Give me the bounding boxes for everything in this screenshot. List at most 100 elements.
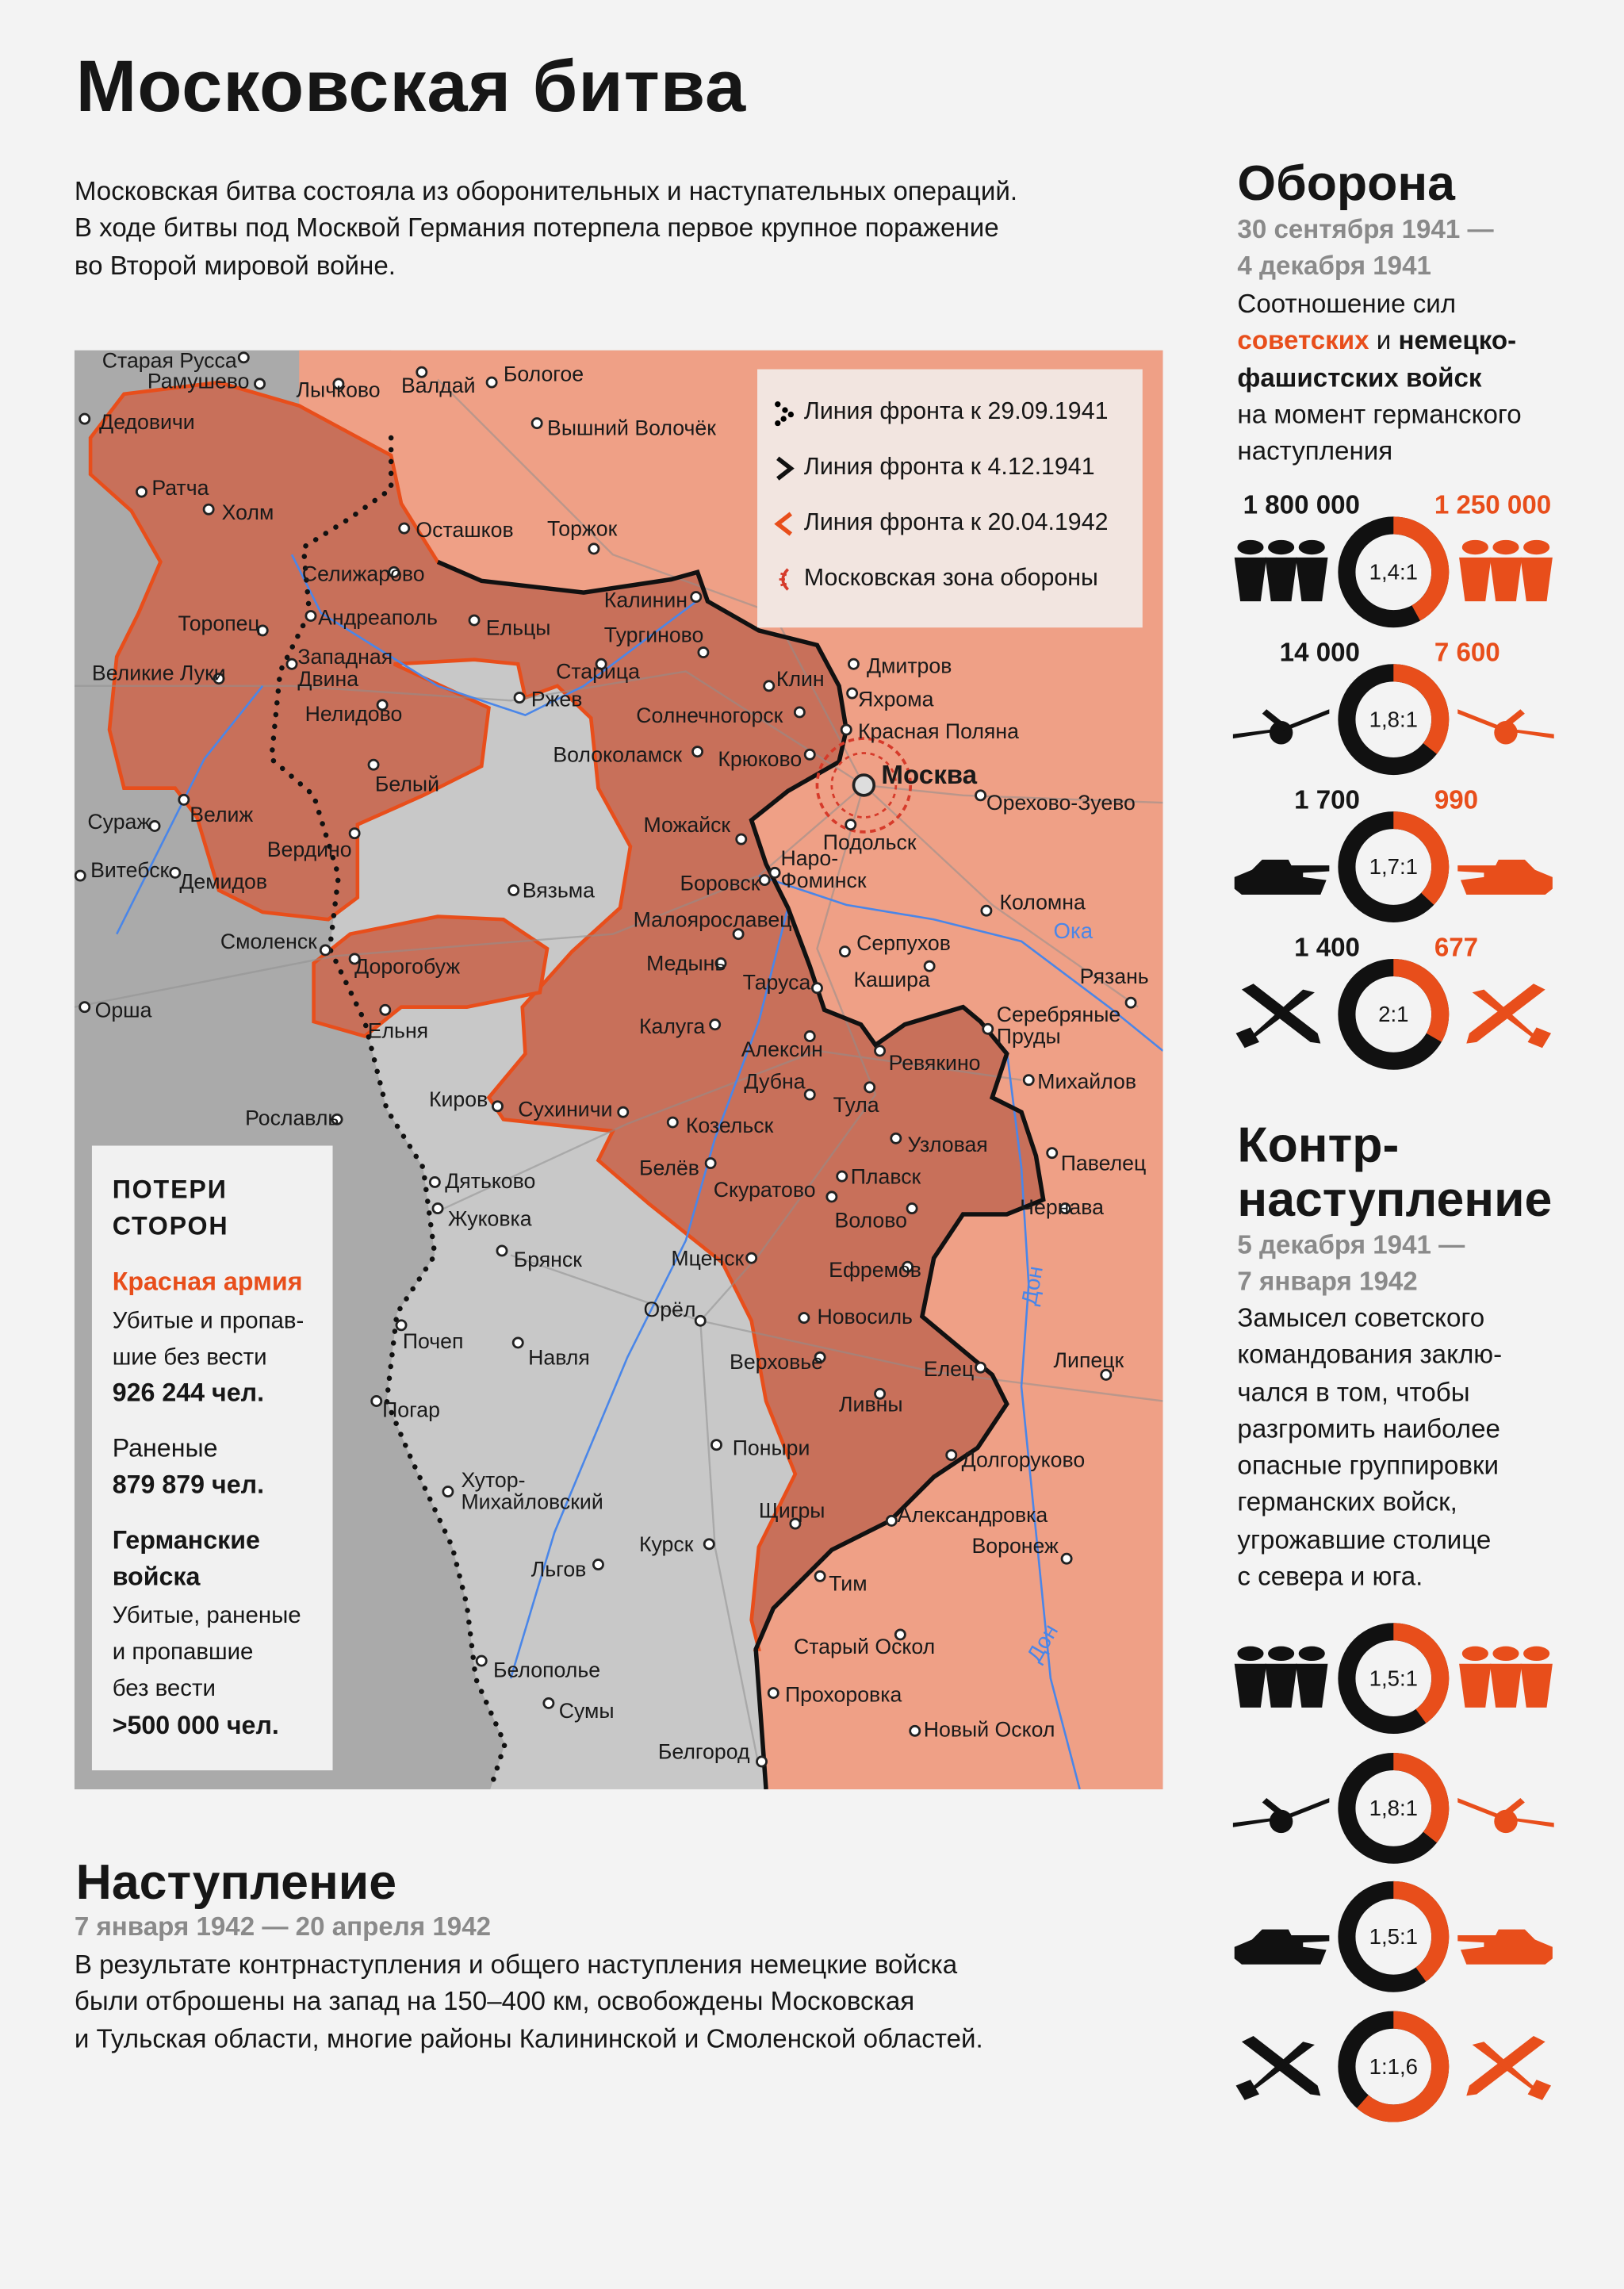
city-label: Калинин xyxy=(604,588,688,612)
city-dot xyxy=(79,1001,91,1014)
soviet-highlight: советских xyxy=(1237,325,1369,355)
city-dot xyxy=(756,1755,768,1768)
city-marker: Торопец xyxy=(178,612,269,637)
city-marker: Ржев xyxy=(513,688,582,711)
city-dot xyxy=(697,646,710,658)
city-marker: Елец xyxy=(924,1357,986,1381)
city-marker: Белёв xyxy=(639,1156,717,1179)
city-marker: Таруса xyxy=(743,971,823,995)
city-label: Кашира xyxy=(853,968,930,991)
city-dot xyxy=(79,412,91,425)
city-marker: Орехово-Зуево xyxy=(975,789,1136,815)
soldiers-icon xyxy=(1234,539,1328,602)
city-marker: Погар xyxy=(370,1395,440,1422)
moscow-marker xyxy=(852,773,876,797)
city-label: Красная Поляна xyxy=(858,719,1019,743)
city-label: Сухиничи xyxy=(518,1098,612,1121)
city-dot xyxy=(874,1045,887,1057)
city-marker: Андреаполь xyxy=(304,606,438,630)
moscow-defense-zone-inner xyxy=(830,752,898,819)
city-dot xyxy=(285,658,298,670)
city-label: Дубна xyxy=(744,1070,805,1094)
city-marker: Бологое xyxy=(485,362,584,389)
city-marker: Вышний Волочёк xyxy=(530,416,716,439)
city-label: Чернава xyxy=(1020,1195,1104,1219)
city-marker: Щигры xyxy=(759,1499,825,1530)
city-dot xyxy=(468,614,481,627)
city-label: Малоярославец xyxy=(634,907,792,931)
soviet-count: 7 600 xyxy=(1434,638,1500,667)
date-line: 4 декабря 1941 xyxy=(1237,251,1431,281)
tank-icon xyxy=(1234,1930,1330,1965)
city-dot xyxy=(395,1319,408,1332)
road xyxy=(74,670,864,786)
city-marker: Хутор-Михайловский xyxy=(442,1468,603,1514)
city-dot xyxy=(811,982,823,995)
defense-dates: 30 сентября 1941 — 4 декабря 1941 xyxy=(1237,212,1493,286)
city-dot xyxy=(169,866,182,879)
german-count: 1 700 xyxy=(1294,784,1360,815)
city-dot xyxy=(1100,1368,1113,1381)
city-label: Вышний Волочёк xyxy=(547,416,716,439)
city-dot xyxy=(885,1514,898,1527)
soldiers-icon xyxy=(1459,539,1553,602)
city-dot xyxy=(825,1191,838,1203)
city-label: Наро-Фоминск xyxy=(780,846,866,892)
city-label: Белый xyxy=(375,772,439,796)
date-line: 30 сентября 1941 — xyxy=(1237,214,1494,244)
tank-icon xyxy=(1234,859,1330,895)
river xyxy=(1005,1050,1081,1789)
city-dot xyxy=(148,820,161,832)
city-label: Солнечногорск xyxy=(636,704,783,727)
rivers xyxy=(116,554,1163,1789)
city-label: Дорогобуж xyxy=(354,954,460,978)
ratio-label: 1,8:1 xyxy=(1369,707,1418,731)
city-dot xyxy=(304,610,317,622)
city-dot xyxy=(370,1395,383,1407)
city-label: Великие Луки xyxy=(92,661,226,684)
city-marker: Новый Оскол xyxy=(909,1718,1055,1742)
city-dot xyxy=(982,1022,994,1035)
city-dot xyxy=(758,874,771,887)
city-marker: Плавск xyxy=(836,1164,921,1188)
city-dot xyxy=(704,1157,717,1170)
city-dot xyxy=(803,1088,816,1101)
road xyxy=(699,784,877,1766)
road xyxy=(864,784,1163,804)
city-label: Осташков xyxy=(416,518,513,542)
city-marker: Ратча xyxy=(136,476,209,500)
city-marker: Рославль xyxy=(245,1106,343,1130)
city-marker: Подольск xyxy=(823,819,917,854)
city-label: Холм xyxy=(222,500,274,524)
city-dot xyxy=(213,673,225,685)
city-marker: Скуратово xyxy=(714,1178,838,1203)
offensive-dates: 7 января 1942 — 20 апреля 1942 xyxy=(74,1911,492,1942)
ratio-label: 1,5:1 xyxy=(1369,1666,1418,1690)
city-dot xyxy=(442,1486,454,1498)
red-army-heading: Красная армия xyxy=(112,1267,303,1297)
city-marker: Орша xyxy=(79,999,152,1022)
city-marker: Осташков xyxy=(398,518,514,542)
defense-description: Соотношение сил советских и немецко- фаш… xyxy=(1237,286,1521,471)
ratio-donut: 1:1,6 xyxy=(1338,2011,1450,2122)
city-marker: Алексин xyxy=(741,1030,823,1061)
city-label: Бологое xyxy=(504,362,584,385)
date-line: 5 декабря 1941 — xyxy=(1237,1230,1465,1260)
losses-panel: ПОТЕРИ СТОРОН Красная армия Убитые и про… xyxy=(91,1145,333,1771)
city-marker: Воронеж xyxy=(972,1534,1073,1565)
city-marker: Селижарово xyxy=(302,562,425,585)
ratio-donut: 1,5:1 xyxy=(1338,1881,1450,1993)
city-label: Погар xyxy=(382,1398,440,1422)
city-label: Курск xyxy=(639,1532,694,1556)
city-marker: Витебск xyxy=(74,858,170,882)
city-dot xyxy=(202,503,215,516)
city-label: Коломна xyxy=(999,890,1086,914)
ratio-donut: 1,7:1 xyxy=(1338,811,1450,922)
city-marker: Чернава xyxy=(1020,1195,1104,1219)
city-marker: Холм xyxy=(202,500,274,524)
city-marker: Старица xyxy=(556,658,640,684)
city-dot xyxy=(136,485,147,498)
city-marker: Солнечногорск xyxy=(636,704,806,727)
losses-label: Убитые и пропав- xyxy=(112,1309,304,1334)
city-label: Клин xyxy=(776,667,825,691)
